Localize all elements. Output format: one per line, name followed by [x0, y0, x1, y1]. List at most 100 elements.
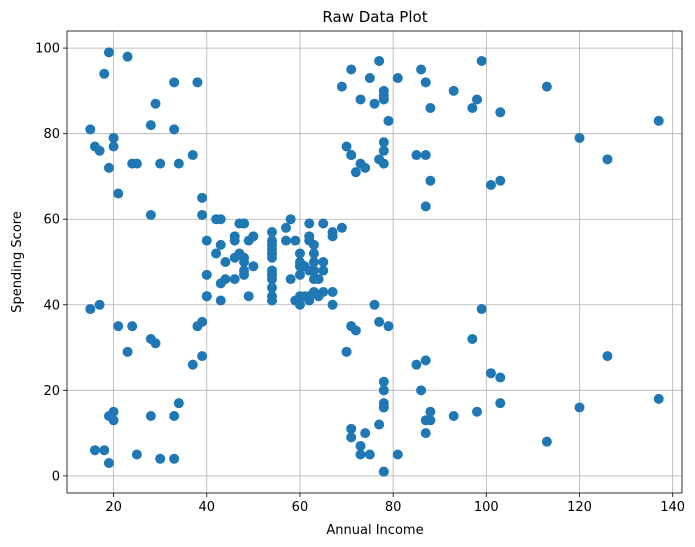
- data-point: [103, 458, 114, 469]
- data-point: [113, 321, 124, 332]
- data-point: [197, 209, 208, 220]
- data-point: [155, 158, 166, 169]
- y-tick-label: 80: [43, 127, 60, 142]
- x-axis-ticks: 20 40 60 80 100 120 140: [105, 493, 685, 515]
- data-point: [187, 359, 198, 370]
- data-point: [280, 235, 291, 246]
- data-point: [378, 145, 389, 156]
- x-tick-label: 60: [292, 500, 309, 515]
- data-point: [229, 235, 240, 246]
- data-point: [485, 368, 496, 379]
- data-point: [220, 274, 231, 285]
- plot-frame: [66, 30, 683, 494]
- data-point: [243, 291, 254, 302]
- data-point: [197, 351, 208, 362]
- data-point: [99, 68, 110, 79]
- data-point: [369, 98, 380, 109]
- data-point: [215, 239, 226, 250]
- data-point: [290, 235, 301, 246]
- data-point: [155, 453, 166, 464]
- data-point: [201, 235, 212, 246]
- data-point: [113, 188, 124, 199]
- data-point: [495, 107, 506, 118]
- data-point: [318, 257, 329, 267]
- data-point: [169, 453, 180, 464]
- data-point: [169, 77, 180, 88]
- data-point: [150, 98, 161, 109]
- x-tick-label: 120: [567, 500, 592, 515]
- data-point: [313, 274, 324, 285]
- data-point: [392, 73, 403, 84]
- data-point: [108, 406, 119, 417]
- data-point: [108, 132, 119, 143]
- data-point: [308, 248, 319, 259]
- data-point: [201, 291, 212, 302]
- data-point: [89, 445, 100, 456]
- data-point: [602, 351, 613, 362]
- data-point: [103, 162, 114, 173]
- data-point: [103, 47, 114, 58]
- data-point: [215, 214, 226, 225]
- data-point: [248, 231, 259, 242]
- data-point: [350, 167, 361, 178]
- data-point: [467, 103, 478, 113]
- data-point: [383, 321, 394, 332]
- data-point: [420, 201, 431, 212]
- data-point: [285, 214, 296, 225]
- data-point: [197, 192, 208, 203]
- data-point: [327, 231, 338, 242]
- data-point: [346, 64, 357, 75]
- data-point: [425, 415, 436, 426]
- data-point: [145, 411, 156, 421]
- data-point: [127, 321, 138, 332]
- data-point: [602, 154, 613, 165]
- data-point: [318, 265, 329, 276]
- x-axis-label: Annual Income: [326, 523, 423, 538]
- data-point: [169, 411, 180, 421]
- data-point: [369, 299, 380, 310]
- data-point: [108, 141, 119, 152]
- data-point: [131, 449, 142, 460]
- data-point: [239, 257, 250, 267]
- data-point: [541, 81, 552, 92]
- y-tick-label: 20: [43, 384, 60, 399]
- data-point: [318, 218, 329, 229]
- data-point: [346, 423, 357, 434]
- data-point: [294, 248, 305, 259]
- x-tick-label: 140: [660, 500, 685, 515]
- data-point: [472, 94, 482, 105]
- data-point: [574, 132, 585, 143]
- data-point: [420, 355, 431, 366]
- data-point: [85, 304, 96, 315]
- data-point: [360, 162, 371, 173]
- data-point: [108, 415, 119, 426]
- data-point: [476, 304, 487, 315]
- data-point: [425, 175, 436, 186]
- data-point: [192, 77, 203, 88]
- data-point: [392, 449, 403, 460]
- data-point: [169, 124, 180, 135]
- data-point: [285, 274, 296, 285]
- data-point: [416, 385, 427, 396]
- data-point: [304, 231, 315, 242]
- data-point: [173, 158, 184, 169]
- data-point: [472, 406, 482, 417]
- data-point: [355, 449, 366, 460]
- data-point: [416, 64, 427, 75]
- data-point: [364, 449, 375, 460]
- grid-lines: [67, 31, 682, 493]
- data-point: [308, 239, 319, 250]
- data-point: [211, 248, 222, 259]
- data-point: [173, 398, 184, 409]
- data-point: [215, 295, 226, 306]
- data-point: [267, 252, 277, 263]
- chart-title: Raw Data Plot: [322, 8, 427, 26]
- data-point: [122, 346, 133, 357]
- data-point: [346, 432, 357, 443]
- x-tick-label: 40: [198, 500, 215, 515]
- data-point: [448, 85, 459, 96]
- data-point: [304, 218, 315, 229]
- data-point: [378, 466, 389, 477]
- data-point: [267, 265, 277, 276]
